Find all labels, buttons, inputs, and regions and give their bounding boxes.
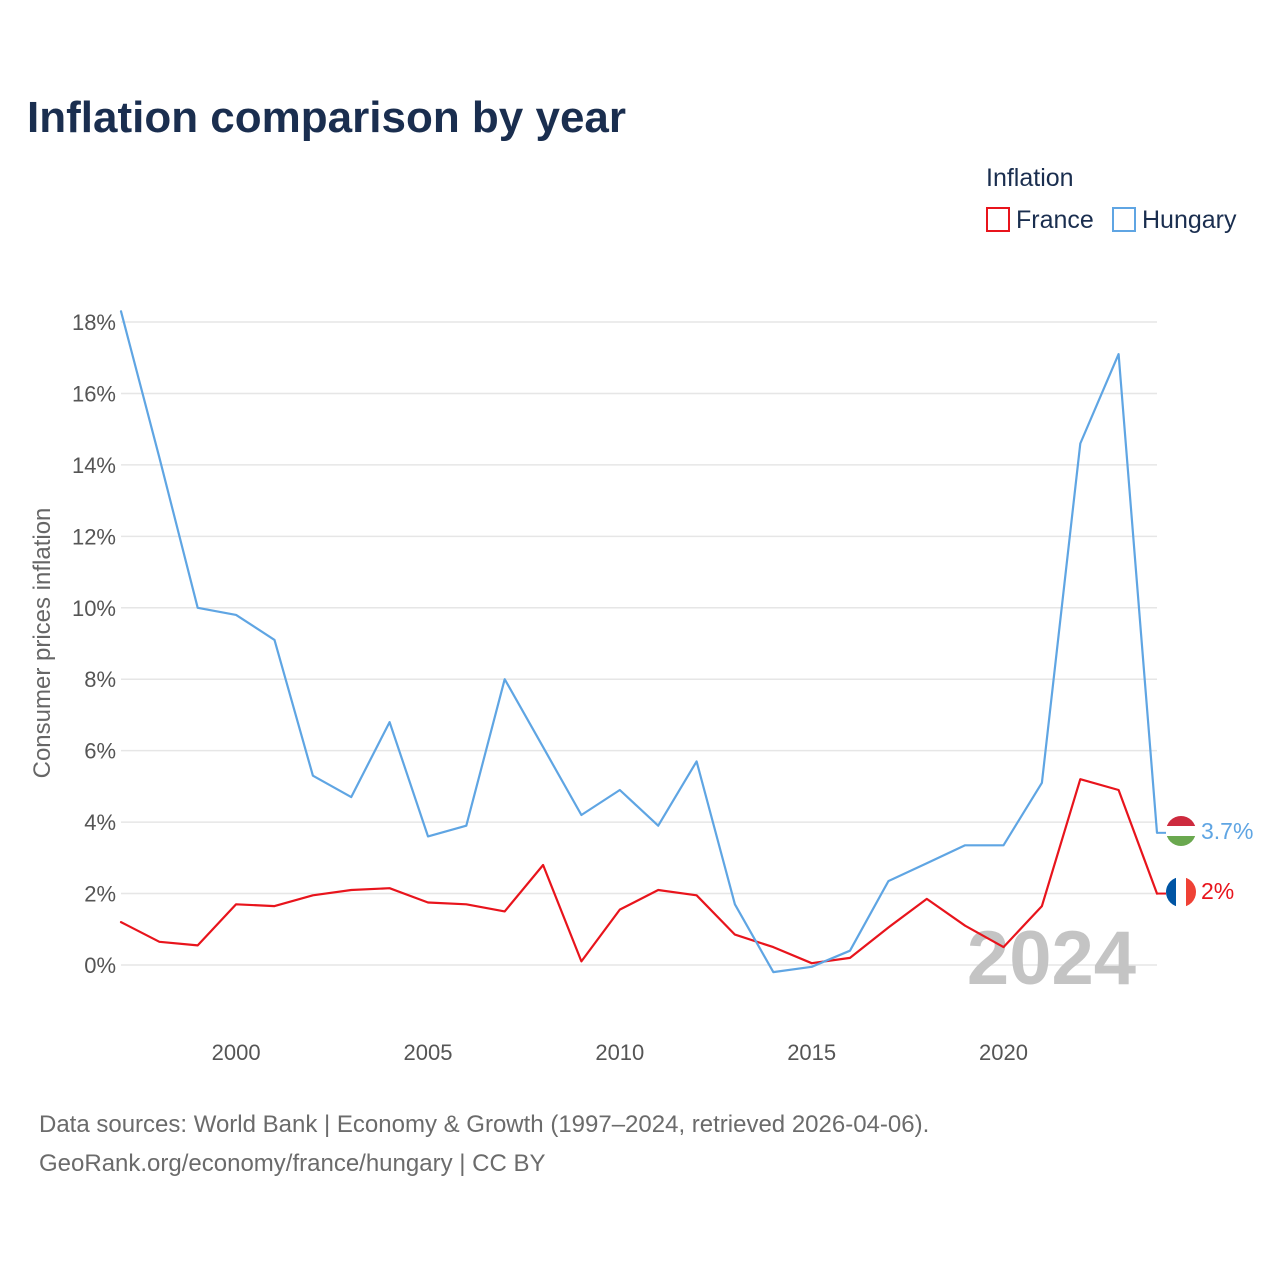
x-tick-label: 2005 [403, 1040, 452, 1065]
x-axis-ticks: 2000 2005 2010 2015 2020 [212, 1040, 1028, 1065]
y-tick-label: 8% [84, 667, 116, 692]
france-flag-icon [1166, 877, 1196, 907]
legend-title: Inflation [986, 164, 1074, 192]
y-tick-label: 14% [72, 453, 116, 478]
legend-swatch-france [986, 207, 1010, 232]
x-tick-label: 2020 [979, 1040, 1028, 1065]
current-year-watermark: 2024 [967, 916, 1136, 1001]
y-tick-label: 2% [84, 882, 116, 907]
data-sources-text: Data sources: World Bank | Economy & Gro… [39, 1111, 929, 1138]
x-tick-label: 2000 [212, 1040, 261, 1065]
end-connectors [1157, 831, 1166, 895]
y-tick-label: 4% [84, 810, 116, 835]
legend-swatch-hungary [1112, 207, 1136, 232]
y-tick-label: 0% [84, 953, 116, 978]
y-tick-label: 10% [72, 596, 116, 621]
y-tick-label: 12% [72, 524, 116, 549]
y-tick-label: 18% [72, 310, 116, 335]
hungary-end-value: 3.7% [1201, 818, 1253, 844]
x-tick-label: 2010 [595, 1040, 644, 1065]
legend: Inflation France Hungary [986, 164, 1237, 234]
y-axis-ticks: 0% 2% 4% 6% 8% 10% 12% 14% 16% 18% [72, 310, 116, 978]
france-end-value: 2% [1201, 878, 1234, 904]
series-line-france[interactable] [119, 778, 1159, 965]
y-tick-label: 6% [84, 739, 116, 764]
y-tick-label: 16% [72, 381, 116, 406]
gridlines [121, 321, 1157, 966]
attribution-link[interactable]: GeoRank.org/economy/france/hungary | CC … [39, 1150, 545, 1177]
series-lines [119, 310, 1159, 974]
hungary-flag-icon [1166, 816, 1196, 846]
legend-item-hungary[interactable]: Hungary [1112, 206, 1237, 234]
series-line-hungary[interactable] [119, 310, 1159, 974]
legend-item-france[interactable]: France [986, 206, 1094, 234]
legend-label-france: France [1016, 206, 1094, 234]
x-tick-label: 2015 [787, 1040, 836, 1065]
y-axis-label: Consumer prices inflation [29, 508, 56, 779]
legend-label-hungary: Hungary [1142, 206, 1237, 234]
chart-title: Inflation comparison by year [27, 93, 626, 142]
